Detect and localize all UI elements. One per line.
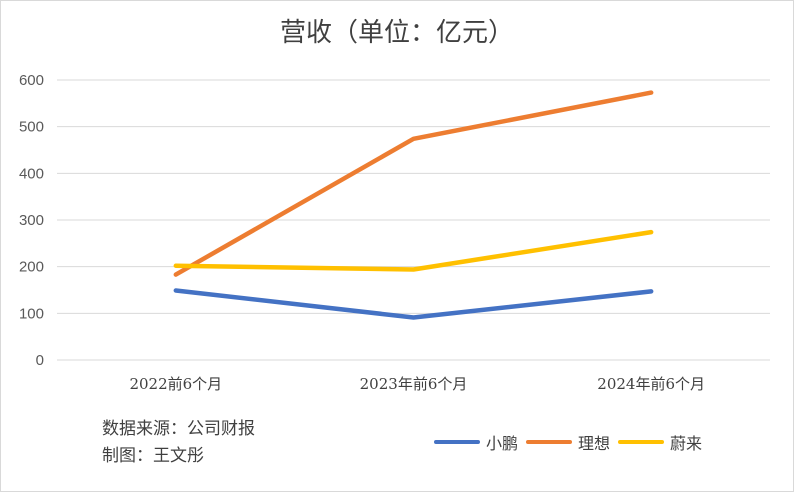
x-axis-tick-labels: 2022前6个月 2023年前6个月 2024年前6个月 — [129, 375, 705, 393]
series-line-1 — [173, 90, 654, 277]
legend-item-0: 小鹏 — [434, 430, 518, 454]
y-axis-tick-labels: 0 100 200 300 400 500 600 — [19, 72, 44, 369]
series-line-0 — [173, 288, 654, 320]
y-tick-label: 200 — [19, 259, 44, 276]
legend-swatch — [434, 440, 480, 444]
legend-label: 理想 — [578, 434, 611, 453]
x-tick-label: 2022前6个月 — [129, 375, 222, 393]
author-note: 制图：王文彤 — [102, 446, 204, 466]
series-line-2 — [173, 229, 654, 272]
gridlines — [57, 79, 770, 361]
legend-swatch — [618, 440, 665, 444]
chart-title: 营收（单位：亿元） — [279, 18, 514, 48]
y-tick-label: 300 — [19, 212, 44, 229]
source-note: 数据来源：公司财报 — [102, 419, 255, 439]
x-tick-label: 2023年前6个月 — [360, 375, 468, 393]
x-tick-label: 2024年前6个月 — [597, 375, 705, 393]
y-tick-label: 500 — [19, 119, 44, 136]
series-lines — [173, 90, 654, 320]
y-tick-label: 400 — [19, 165, 44, 182]
legend-label: 小鹏 — [486, 434, 519, 453]
y-tick-label: 600 — [19, 72, 44, 89]
legend-item-2: 蔚来 — [618, 430, 702, 454]
legend-item-1: 理想 — [526, 430, 610, 454]
legend-swatch — [526, 440, 573, 444]
y-tick-label: 100 — [19, 305, 44, 322]
y-tick-label: 0 — [36, 352, 44, 369]
legend-label: 蔚来 — [670, 434, 703, 453]
legend: 小鹏 理想 蔚来 — [434, 430, 710, 454]
